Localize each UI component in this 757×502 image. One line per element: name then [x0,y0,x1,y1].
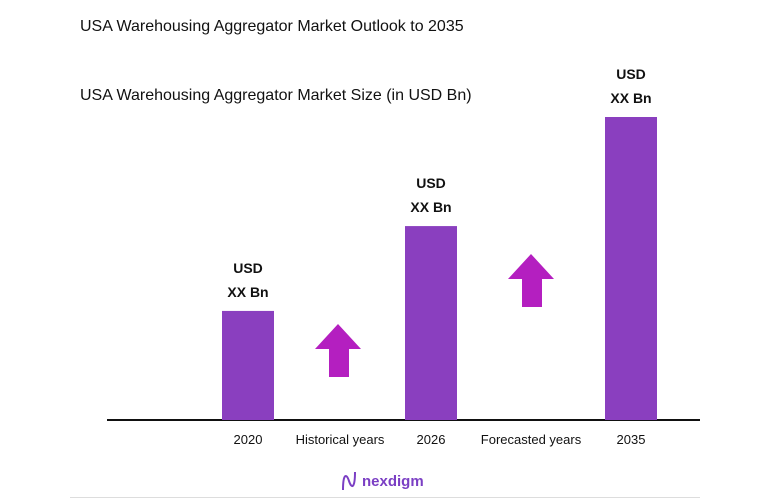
x-tick-label: 2026 [417,432,446,447]
x-tick-label: 2035 [617,432,646,447]
chart-title: USA Warehousing Aggregator Market Outloo… [80,18,464,35]
up-arrow-icon [315,324,361,377]
data-label-2020: USD [233,260,263,276]
logo-text: nexdigm [362,472,424,490]
data-label-2035: XX Bn [610,90,651,106]
data-label-2026: XX Bn [410,199,451,215]
nexdigm-logo-icon [342,471,356,491]
bar-2035 [605,117,657,420]
bar-2020 [222,310,274,420]
chart-subtitle: USA Warehousing Aggregator Market Size (… [80,87,472,104]
x-tick-label: 2020 [234,432,263,447]
data-label-2026: USD [416,175,446,191]
period-label: Forecasted years [481,432,582,447]
logo: nexdigm [340,470,424,492]
data-label-2035: USD [616,66,646,82]
data-label-2020: XX Bn [227,284,268,300]
up-arrow-icon [508,254,554,307]
bar-2026 [405,226,457,420]
divider [70,497,700,498]
period-label: Historical years [296,432,385,447]
